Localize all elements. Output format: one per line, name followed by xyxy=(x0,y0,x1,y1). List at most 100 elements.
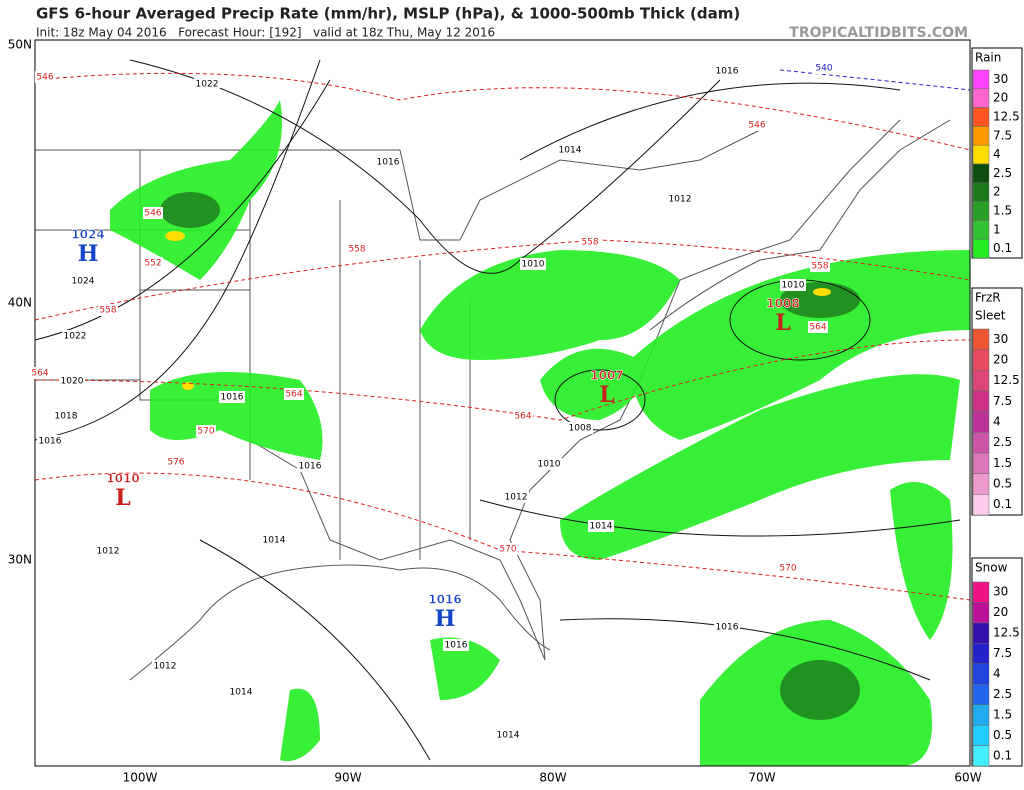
pressure-value: 1016 xyxy=(428,593,461,607)
thickness-label-bg xyxy=(166,456,186,468)
thickness-label-bg xyxy=(513,410,533,422)
isobar-label: 1020 xyxy=(61,377,84,387)
legend-title: Snow xyxy=(975,561,1008,575)
legend-swatch xyxy=(972,724,990,746)
isobar-label: 1024 xyxy=(72,277,95,287)
legend-swatch xyxy=(972,663,990,685)
isobar-label: 1022 xyxy=(196,80,219,90)
legend-label: 2 xyxy=(993,185,1001,199)
isobar-label: 1014 xyxy=(497,731,520,741)
pressure-letter: L xyxy=(775,310,790,336)
title: GFS 6-hour Averaged Precip Rate (mm/hr),… xyxy=(36,5,740,23)
isobar-label-bg xyxy=(780,279,806,291)
legend-swatch xyxy=(972,238,990,259)
thickness-label-bg xyxy=(778,562,798,574)
legend-swatch xyxy=(972,390,990,412)
isobar-label-bg xyxy=(59,375,85,387)
thickness-label-bg xyxy=(196,425,216,437)
legend-swatch xyxy=(972,745,990,767)
isobar-label-bg xyxy=(37,435,63,447)
thickness-label: 564 xyxy=(809,323,826,333)
legend-label: 0.1 xyxy=(993,748,1012,762)
isobar-label-bg xyxy=(557,144,583,156)
isobar-label-bg xyxy=(495,729,521,741)
pressure-letter: H xyxy=(78,241,99,267)
pressure-value: 1010 xyxy=(106,472,139,486)
thickness-label-bg xyxy=(143,207,163,219)
thickness-label: 576 xyxy=(167,458,184,468)
legend-swatch xyxy=(972,602,990,624)
legend-label: 1.5 xyxy=(993,204,1012,218)
legend-title: Sleet xyxy=(975,309,1006,323)
isobar-label: 1012 xyxy=(669,195,692,205)
legend-swatch xyxy=(972,220,990,240)
isobar-label-bg xyxy=(228,686,254,698)
pressure-letter: H xyxy=(435,606,456,632)
isobar-label-bg xyxy=(714,65,740,77)
thickness-label: 570 xyxy=(779,564,796,574)
thickness-label-bg xyxy=(808,321,828,333)
thickness-label-bg xyxy=(814,62,834,74)
isobar-label: 1016 xyxy=(716,67,739,77)
thickness-label-bg xyxy=(498,543,518,555)
legend-swatch xyxy=(972,163,990,184)
lon-label: 100W xyxy=(123,771,158,785)
legend-title: FrzR xyxy=(975,291,1001,305)
isobar-label: 1012 xyxy=(505,493,528,503)
legend-label: 4 xyxy=(993,147,1001,161)
thickness-label: 546 xyxy=(144,209,161,219)
legend-swatch xyxy=(972,411,990,433)
isobar-label: 1016 xyxy=(39,437,62,447)
legend-label: 2.5 xyxy=(993,435,1012,449)
thickness-label: 558 xyxy=(99,306,116,316)
thickness-label: 546 xyxy=(748,121,765,131)
isobar-label-bg xyxy=(152,660,178,672)
isobar-label-bg xyxy=(194,78,220,90)
isobar-label: 1010 xyxy=(782,281,805,291)
isobar-label-bg xyxy=(62,330,88,342)
thickness-label-bg xyxy=(98,304,118,316)
isobar-label: 1012 xyxy=(154,662,177,672)
legend-label: 0.5 xyxy=(993,728,1012,742)
thickness-label-bg xyxy=(580,236,600,248)
legend-label: 1 xyxy=(993,222,1001,236)
lon-label: 70W xyxy=(748,771,775,785)
legend-label: 7.5 xyxy=(993,646,1012,660)
isobar-label-bg xyxy=(588,520,614,532)
legend-swatch xyxy=(972,370,990,392)
legend-swatch xyxy=(972,126,990,146)
legend-swatch xyxy=(972,182,990,202)
legend-label: 20 xyxy=(993,353,1008,367)
isobar-label: 1014 xyxy=(230,688,253,698)
thickness-label: 570 xyxy=(197,427,214,437)
legend-swatch xyxy=(972,643,990,665)
isobar-label-bg xyxy=(443,639,469,651)
isobar-label: 1018 xyxy=(55,412,78,422)
legend-swatch xyxy=(972,107,990,127)
map-area xyxy=(34,39,971,767)
legend-swatch xyxy=(972,328,990,350)
isobar-label: 1008 xyxy=(569,424,592,434)
legend-label: 20 xyxy=(993,605,1008,619)
isobar-label: 1016 xyxy=(716,623,739,633)
legend-label: 12.5 xyxy=(993,626,1020,640)
legend-label: 4 xyxy=(993,667,1001,681)
isobar-label-bg xyxy=(503,491,529,503)
thickness-label: 558 xyxy=(811,262,828,272)
isobar-label-bg xyxy=(567,422,593,434)
legend-label: 12.5 xyxy=(993,110,1020,124)
legend-label: 30 xyxy=(993,332,1008,346)
lon-label: 60W xyxy=(954,771,981,785)
isobar-label-bg xyxy=(714,621,740,633)
isobar-label: 1010 xyxy=(522,260,545,270)
isobar-label: 1016 xyxy=(445,641,468,651)
legend-label: 30 xyxy=(993,585,1008,599)
legend-label: 0.5 xyxy=(993,477,1012,491)
legend-swatch xyxy=(972,432,990,454)
isobar-label-bg xyxy=(261,534,287,546)
legend-label: 4 xyxy=(993,415,1001,429)
legend-label: 0.1 xyxy=(993,241,1012,255)
lat-label: 50N xyxy=(8,38,32,52)
